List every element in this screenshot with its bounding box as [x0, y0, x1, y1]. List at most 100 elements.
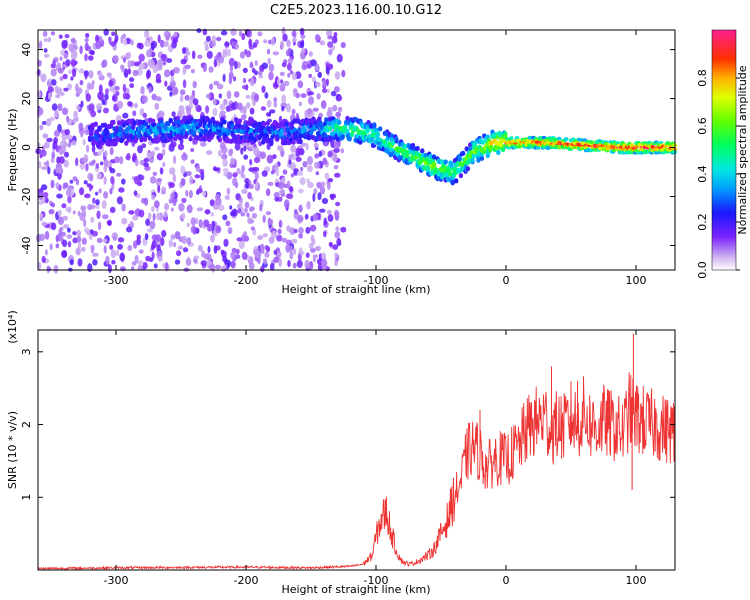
spectrogram-y-label: Frequency (Hz) [6, 109, 19, 192]
spectrogram-noise-cell [63, 159, 69, 168]
spectrogram-noise-cell [316, 93, 321, 100]
spectrogram-noise-cell [118, 187, 125, 193]
spectrogram-ridge-cell [227, 128, 232, 134]
spectrogram-ridge-cell [471, 153, 476, 159]
spectrogram-ridge-cell [265, 120, 270, 126]
spectrogram-noise-cell [70, 37, 76, 44]
spectrogram-noise-cell [294, 208, 298, 215]
spectrogram-noise-cell [182, 247, 189, 253]
spectrogram-noise-cell [157, 110, 165, 119]
spectrogram-noise-cell [292, 88, 298, 93]
spectrogram-noise-cell [245, 50, 252, 58]
spectrogram-noise-cell [131, 261, 137, 266]
spectrogram-ridge-cell [527, 135, 533, 140]
spectrogram-noise-cell [217, 149, 222, 157]
spectrogram-ridge-layer [87, 114, 678, 186]
spectrogram-noise-cell [170, 207, 174, 212]
spectrogram-noise-cell [171, 111, 176, 117]
spectrogram-noise-cell [164, 69, 171, 78]
spectrogram-ridge-cell [222, 119, 227, 125]
spectrogram-noise-cell [173, 241, 177, 248]
spectrogram-noise-cell [307, 91, 315, 96]
spectrogram-noise-cell [218, 204, 225, 211]
spectrogram-ridge-cell [147, 135, 152, 141]
spectrogram-noise-cell [240, 212, 246, 217]
snr-plot-area [38, 330, 675, 570]
spectrogram-noise-cell [286, 193, 294, 200]
spectrogram-noise-cell [264, 92, 269, 99]
spectrogram-noise-cell [281, 237, 288, 243]
spectrogram-noise-cell [267, 57, 272, 65]
spectrogram-ridge-cell [509, 136, 514, 140]
colorbar-tick-label: 0.0 [696, 261, 709, 279]
spectrogram-noise-cell [62, 73, 68, 80]
spectrogram-noise-cell [96, 237, 103, 244]
spectrogram-noise-cell [273, 249, 277, 255]
spectrogram-noise-cell [98, 188, 102, 194]
spectrogram-noise-cell [64, 129, 71, 136]
spectrogram-noise-cell [61, 107, 69, 116]
spectrogram-noise-cell [50, 31, 56, 36]
spectrogram-noise-cell [315, 63, 320, 72]
spectrogram-noise-cell [297, 253, 302, 261]
spectrogram-noise-cell [317, 71, 322, 79]
spectrogram-noise-cell [92, 259, 98, 266]
spectrogram-noise-cell [178, 203, 185, 212]
spectrogram-noise-cell [83, 180, 88, 185]
spectrogram-noise-cell [157, 185, 161, 193]
spectrogram-noise-cell [190, 69, 195, 74]
spectrogram-noise-cell [319, 40, 326, 46]
spectrogram-noise-cell [67, 195, 72, 204]
spectrogram-noise-cell [204, 44, 209, 52]
spectrogram-ridge-cell [479, 155, 485, 161]
spectrogram-ridge-cell [514, 136, 520, 140]
spectrogram-noise-cell [140, 175, 145, 181]
spectrogram-ridge-cell [97, 125, 102, 131]
spectrogram-noise-cell [266, 112, 270, 117]
spectrogram-noise-cell [138, 249, 144, 254]
spectrogram-ridge-cell [458, 173, 464, 179]
spectrogram-noise-cell [282, 33, 288, 42]
spectrogram-noise-cell [190, 159, 195, 164]
spectrogram-noise-cell [185, 50, 191, 56]
spectrogram-ridge-cell [293, 135, 299, 141]
spectrogram-noise-cell [309, 224, 317, 232]
spectrogram-noise-cell [180, 58, 187, 65]
spectrogram-noise-cell [45, 197, 49, 204]
spectrogram-ridge-cell [431, 154, 437, 160]
spectrogram-noise-cell [340, 226, 347, 233]
spectrogram-noise-cell [251, 212, 257, 219]
spectrogram-noise-cell [262, 258, 268, 265]
y-tick-label: 3 [20, 348, 33, 355]
spectrogram-noise-cell [162, 162, 166, 167]
spectrogram-noise-cell [236, 237, 243, 242]
spectrogram-noise-cell [281, 94, 287, 104]
spectrogram-noise-cell [192, 226, 196, 236]
spectrogram-noise-cell [222, 158, 228, 167]
spectrogram-noise-cell [230, 157, 235, 165]
spectrogram-noise-cell [252, 99, 256, 106]
spectrogram-noise-cell [331, 154, 338, 162]
spectrogram-noise-cell [306, 178, 310, 184]
spectrogram-noise-cell [63, 52, 68, 59]
spectrogram-noise-cell [278, 189, 286, 195]
spectrogram-noise-cell [184, 94, 190, 101]
spectrogram-noise-cell [196, 188, 203, 194]
spectrogram-noise-cell [247, 192, 252, 200]
spectrogram-noise-cell [300, 93, 307, 98]
spectrogram-noise-cell [112, 95, 116, 101]
spectrogram-ridge-cell [284, 121, 289, 127]
spectrogram-noise-cell [50, 157, 55, 163]
spectrogram-noise-cell [81, 157, 89, 163]
spectrogram-noise-cell [229, 205, 233, 210]
spectrogram-noise-cell [275, 167, 280, 177]
spectrogram-ridge-cell [541, 135, 547, 140]
spectrogram-noise-cell [129, 220, 134, 227]
spectrogram-ridge-cell [450, 180, 455, 186]
spectrogram-ridge-cell [440, 159, 445, 165]
spectrogram-ridge-cell [425, 165, 431, 171]
spectrogram-noise-cell [286, 39, 291, 48]
spectrogram-noise-cell [132, 110, 137, 117]
spectrogram-noise-cell [333, 209, 340, 218]
spectrogram-noise-cell [185, 189, 189, 197]
